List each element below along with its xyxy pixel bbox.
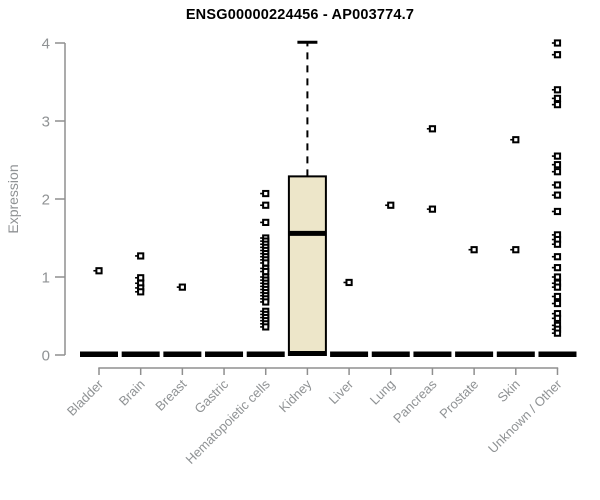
outlier-point-unknown-other [553,292,562,301]
outlier-point-unknown-other [553,51,562,59]
collapsed-box-skin [496,351,535,357]
y-axis-tick-label: 2 [42,192,50,209]
outlier-point-unknown-other [553,152,562,160]
outlier-point-liver [345,278,353,287]
outlier-point-unknown-other [553,264,562,272]
x-axis-tick-label-unknown-other: Unknown / Other [485,376,565,456]
x-axis-tick-label-lung: Lung [367,377,398,408]
collapsed-box-unknown-other [538,351,577,357]
x-axis-tick-label-kidney: Kidney [276,376,315,415]
outlier-point-pancreas [428,205,437,213]
collapsed-box-brain [121,351,160,357]
collapsed-box-hematopoietic-cells [246,351,285,357]
x-axis-tick-label-liver: Liver [326,376,357,407]
collapsed-box-lung [371,351,410,357]
outlier-point-unknown-other [553,240,562,248]
y-axis-tick-label: 1 [42,270,50,287]
outlier-point-unknown-other [553,86,562,94]
outlier-point-unknown-other [553,181,562,189]
outlier-point-pancreas [428,125,437,133]
x-axis-tick-label-brain: Brain [116,377,148,409]
outlier-point-hematopoietic-cells [262,218,270,227]
outlier-point-prostate [470,246,478,254]
outlier-point-bladder [95,267,103,275]
outlier-point-unknown-other [553,94,562,102]
outlier-point-unknown-other [553,101,562,109]
y-axis-tick-label: 4 [42,36,50,53]
collapsed-box-bladder [80,351,118,357]
collapsed-box-pancreas [413,351,452,357]
y-axis-tick-label: 3 [42,114,50,131]
chart-title: ENSG00000224456 - AP003774.7 [185,7,415,23]
outlier-point-brain [137,288,145,296]
collapsed-box-prostate [455,351,494,357]
y-axis-tick-label: 0 [42,348,50,365]
outlier-point-unknown-other [553,253,562,261]
outlier-point-brain [137,252,145,260]
outlier-point-unknown-other [553,299,562,308]
outlier-point-unknown-other [553,329,562,337]
outlier-point-hematopoietic-cells [262,267,270,276]
x-axis-tick-label-gastric: Gastric [191,376,231,416]
outlier-point-unknown-other [553,283,562,291]
box-kidney [287,175,327,356]
outlier-point-unknown-other [553,314,562,322]
collapsed-box-breast [163,351,202,357]
outlier-point-hematopoietic-cells [262,201,270,209]
x-axis-tick-label-breast: Breast [152,376,189,413]
collapsed-box-gastric [205,351,244,357]
outlier-point-hematopoietic-cells [262,259,270,267]
outlier-point-skin [512,246,520,254]
outlier-point-unknown-other [553,207,562,216]
outlier-point-hematopoietic-cells [262,298,270,306]
outlier-point-unknown-other [553,161,562,169]
outlier-point-hematopoietic-cells [262,323,270,331]
x-axis-tick-label-pancreas: Pancreas [390,376,440,426]
outlier-point-skin [512,136,520,144]
outlier-point-unknown-other [553,191,562,199]
outlier-point-brain [137,274,145,282]
x-axis-tick-label-prostate: Prostate [436,377,481,422]
outlier-point-unknown-other [553,273,562,281]
outlier-point-lung [387,201,395,209]
outlier-point-unknown-other [553,168,562,176]
x-axis-tick-label-skin: Skin [494,377,522,405]
outlier-point-hematopoietic-cells [262,189,270,198]
x-axis-tick-label-bladder: Bladder [64,376,107,419]
outlier-point-breast [178,283,186,291]
collapsed-box-liver [330,351,369,357]
outlier-point-unknown-other [553,39,562,47]
